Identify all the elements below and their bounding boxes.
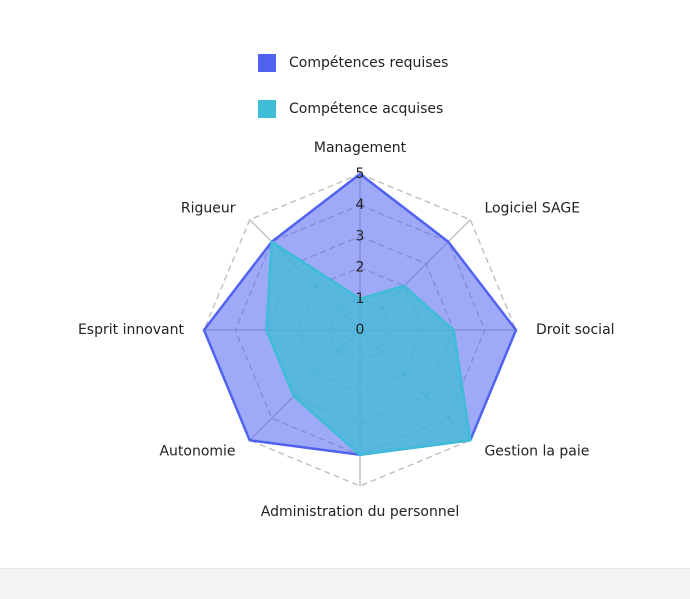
r-tick-label: 2: [356, 260, 365, 276]
category-label: Logiciel SAGE: [484, 200, 580, 216]
legend-swatch: [258, 54, 276, 72]
category-label: Rigueur: [181, 200, 236, 216]
grid-ring: [203, 173, 517, 487]
legend-swatch: [258, 100, 276, 118]
chart: 0 1 2 3 4 5 Management Logiciel SAGE Droit socia…: [78, 54, 615, 520]
series-area: [265, 240, 472, 457]
r-tick-label: 3: [356, 228, 365, 244]
category-label: Droit social: [536, 322, 615, 338]
category-label: Autonomie: [159, 444, 235, 460]
r-tick-label: 0: [356, 322, 365, 338]
legend-label: Compétence acquises: [289, 101, 443, 117]
category-label: Gestion la paie: [484, 444, 589, 460]
r-tick-label: 4: [356, 197, 365, 213]
category-label: Administration du personnel: [261, 504, 459, 520]
legend-label: Compétences requises: [289, 55, 448, 71]
r-tick-label: 1: [356, 291, 365, 307]
r-tick-label: 5: [356, 166, 365, 182]
footer-strip: [0, 568, 690, 599]
category-label: Esprit innovant: [78, 322, 185, 338]
category-label: Management: [314, 140, 407, 156]
